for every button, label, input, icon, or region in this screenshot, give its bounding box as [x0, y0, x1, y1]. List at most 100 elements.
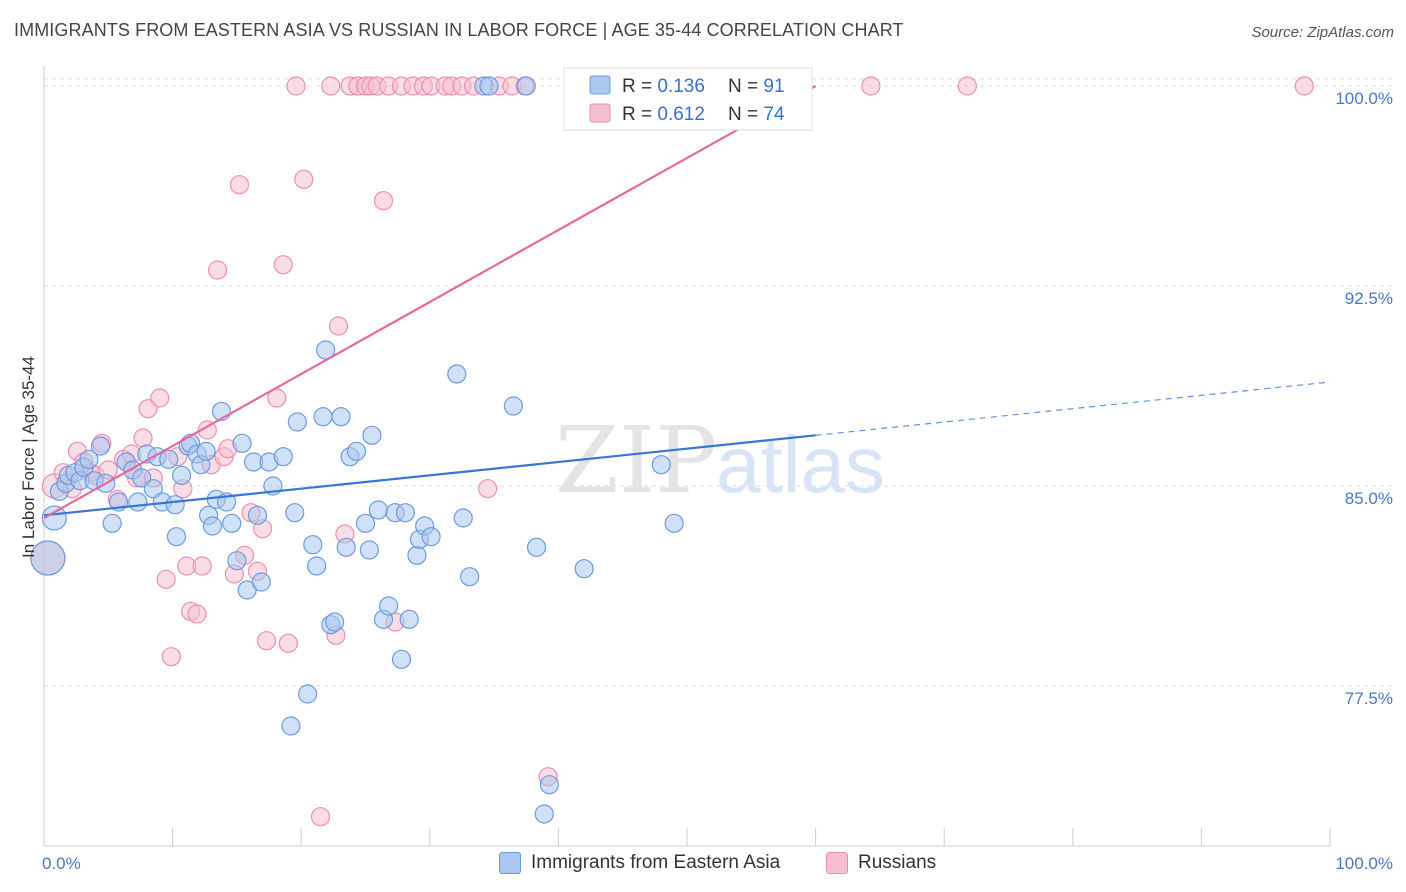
- point-immigrants: [166, 527, 187, 547]
- n-value-2: 74: [763, 104, 785, 125]
- x-tick-labels: 0.0% 100.0%: [42, 854, 1393, 873]
- point-immigrants: [41, 505, 67, 531]
- point-immigrants: [222, 513, 242, 533]
- n-value-1: 91: [763, 76, 784, 97]
- point-russians: [133, 428, 153, 448]
- point-russians: [478, 479, 498, 499]
- y-tick-labels: 77.5% 85.0% 92.5% 100.0%: [1335, 89, 1393, 708]
- stats-row-2: R = 0.612: [622, 104, 705, 125]
- point-immigrants: [421, 527, 441, 547]
- x-tick-label-max: 100.0%: [1335, 854, 1393, 873]
- point-russians: [267, 388, 287, 408]
- point-russians: [156, 569, 176, 589]
- point-immigrants: [526, 537, 547, 557]
- y-tick-label: 92.5%: [1345, 289, 1393, 308]
- r-label-2: R =: [622, 104, 657, 125]
- point-immigrants: [368, 500, 388, 520]
- point-immigrants: [128, 492, 148, 512]
- trend-line-russians: [43, 85, 817, 519]
- point-russians: [150, 388, 170, 408]
- point-immigrants: [273, 447, 293, 467]
- point-immigrants: [90, 436, 111, 456]
- point-immigrants: [460, 567, 480, 587]
- point-immigrants: [298, 684, 318, 704]
- point-russians: [1294, 76, 1314, 96]
- point-immigrants: [102, 513, 122, 533]
- y-tick-label: 100.0%: [1335, 89, 1393, 108]
- trend-line-immigrants-extension: [815, 381, 1331, 436]
- point-russians: [373, 191, 394, 211]
- point-immigrants: [362, 425, 382, 445]
- point-russians: [310, 807, 331, 827]
- legend-swatch-pink: [826, 852, 848, 874]
- watermark: ZIP atlas: [555, 407, 885, 514]
- legend-label-russians: Russians: [858, 852, 937, 873]
- point-russians: [229, 175, 250, 195]
- point-immigrants: [379, 596, 399, 616]
- stats-swatch-pink: [589, 103, 611, 123]
- point-russians: [321, 76, 341, 96]
- point-immigrants: [447, 364, 467, 384]
- point-immigrants: [30, 540, 66, 576]
- point-immigrants: [359, 540, 379, 560]
- point-immigrants: [355, 513, 376, 533]
- point-immigrants: [196, 441, 216, 461]
- point-russians: [328, 316, 349, 336]
- point-russians: [256, 631, 277, 651]
- data-points: [30, 76, 1314, 827]
- point-immigrants: [247, 505, 268, 525]
- point-immigrants: [307, 556, 327, 576]
- point-immigrants: [407, 545, 427, 565]
- point-immigrants: [287, 412, 307, 432]
- r-label-1: R =: [622, 76, 657, 97]
- point-immigrants: [651, 455, 671, 475]
- point-immigrants: [285, 503, 305, 523]
- point-immigrants: [172, 465, 192, 485]
- point-immigrants: [325, 612, 345, 632]
- watermark-atlas: atlas: [716, 420, 885, 509]
- point-russians: [861, 76, 881, 96]
- axes: [43, 66, 1331, 847]
- point-immigrants: [503, 396, 523, 416]
- stats-legend: R = 0.136 N = 91 R = 0.612 N = 74: [563, 67, 813, 131]
- point-russians: [957, 76, 977, 96]
- source-label: Source: ZipAtlas.com: [1251, 24, 1394, 41]
- stats-swatch-blue: [589, 75, 611, 95]
- n-label-1: N =: [728, 76, 763, 97]
- stats-row-1-n: N = 91: [728, 76, 785, 97]
- point-immigrants: [202, 516, 223, 536]
- point-immigrants: [281, 716, 301, 736]
- point-immigrants: [539, 775, 559, 795]
- n-label-2: N =: [728, 104, 763, 125]
- point-russians: [286, 76, 306, 96]
- legend-item-immigrants: Immigrants from Eastern Asia: [499, 852, 780, 874]
- point-immigrants: [395, 503, 415, 523]
- stats-row-2-n: N = 74: [728, 104, 785, 125]
- point-immigrants: [227, 551, 247, 571]
- legend-item-russians: Russians: [826, 852, 936, 874]
- point-russians: [192, 556, 212, 576]
- point-immigrants: [79, 449, 99, 469]
- point-russians: [208, 260, 228, 280]
- point-immigrants: [303, 535, 323, 555]
- point-immigrants: [159, 449, 179, 469]
- point-immigrants: [165, 495, 185, 515]
- point-immigrants: [331, 407, 351, 427]
- point-russians: [294, 169, 314, 189]
- r-value-1: 0.136: [657, 76, 705, 97]
- x-tick-label-min: 0.0%: [42, 854, 81, 873]
- point-immigrants: [313, 407, 333, 427]
- point-immigrants: [399, 609, 419, 629]
- point-immigrants: [251, 572, 271, 592]
- trend-line-immigrants: [43, 434, 816, 517]
- point-immigrants: [336, 537, 356, 557]
- point-immigrants: [534, 804, 554, 824]
- point-russians: [187, 604, 207, 624]
- point-immigrants: [391, 649, 412, 669]
- legend-label-immigrants: Immigrants from Eastern Asia: [531, 852, 781, 873]
- point-immigrants: [574, 559, 594, 579]
- point-immigrants: [232, 433, 252, 453]
- point-russians: [197, 420, 217, 440]
- point-russians: [161, 647, 181, 667]
